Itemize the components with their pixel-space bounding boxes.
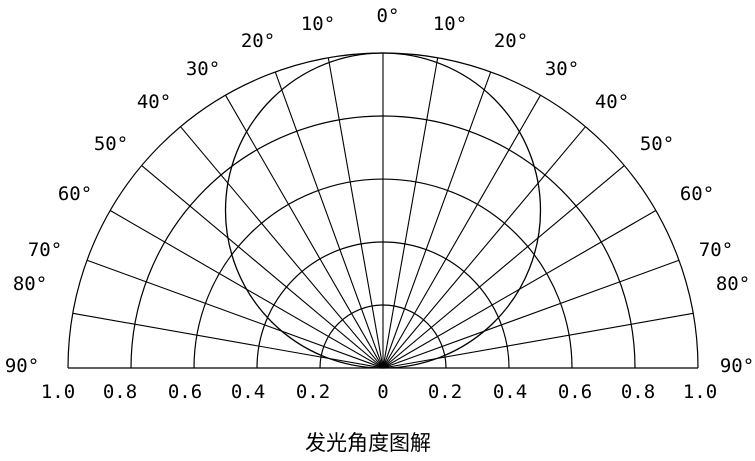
- angle-label: 40°: [137, 91, 171, 113]
- angle-label: 20°: [494, 30, 528, 52]
- angle-label: 10°: [433, 13, 467, 35]
- radial-tick-label: 0.4: [493, 381, 527, 403]
- angle-spoke: [274, 71, 384, 369]
- emission-curve: [224, 52, 542, 369]
- angle-label: 90°: [5, 355, 39, 377]
- angle-label: 60°: [58, 183, 92, 205]
- angle-label: 50°: [640, 133, 674, 155]
- angle-spoke: [86, 259, 384, 369]
- radial-tick-labels: 1.0 0.8 0.6 0.4 0.2 0 0.2 0.4 0.6 0.8 1.0: [41, 381, 717, 403]
- angle-spoke: [382, 57, 439, 369]
- angle-spoke: [382, 259, 680, 369]
- angle-labels: 0° 10° 20° 30° 40° 50° 60° 70° 80° 90° 10° 20° 30° 40…: [5, 5, 754, 377]
- angle-label: 70°: [699, 239, 733, 261]
- radial-tick-label: 1.0: [683, 381, 717, 403]
- angle-spoke: [225, 94, 384, 369]
- angle-spoke: [327, 57, 384, 369]
- angle-label: 20°: [241, 30, 275, 52]
- angle-label: 30°: [186, 58, 220, 80]
- radial-tick-label: 0: [377, 381, 388, 403]
- angle-label: 50°: [94, 133, 128, 155]
- radial-tick-label: 1.0: [41, 381, 75, 403]
- angle-spoke: [382, 126, 586, 369]
- radial-tick-label: 0.2: [428, 381, 462, 403]
- angle-spoke: [382, 71, 492, 369]
- diagram-caption: 发光角度图解: [305, 431, 431, 455]
- angle-label: 60°: [680, 183, 714, 205]
- angle-label: 40°: [595, 91, 629, 113]
- angle-label: 10°: [301, 13, 335, 35]
- angle-spoke: [382, 165, 625, 369]
- radial-tick-label: 0.8: [103, 381, 137, 403]
- angle-label: 90°: [720, 355, 754, 377]
- radial-tick-label: 0.2: [296, 381, 330, 403]
- radial-tick-label: 0.4: [231, 381, 265, 403]
- polar-grid: [67, 52, 699, 369]
- angle-spoke: [180, 126, 384, 369]
- angle-spoke: [382, 94, 541, 369]
- angle-label: 80°: [716, 273, 750, 295]
- radial-tick-label: 0.6: [168, 381, 202, 403]
- angle-label: 30°: [545, 58, 579, 80]
- angle-label: 80°: [13, 273, 47, 295]
- angle-label: 70°: [28, 239, 62, 261]
- angle-spoke: [141, 165, 384, 369]
- radial-tick-label: 0.6: [558, 381, 592, 403]
- radial-tick-label: 0.8: [621, 381, 655, 403]
- angle-label: 0°: [377, 5, 400, 27]
